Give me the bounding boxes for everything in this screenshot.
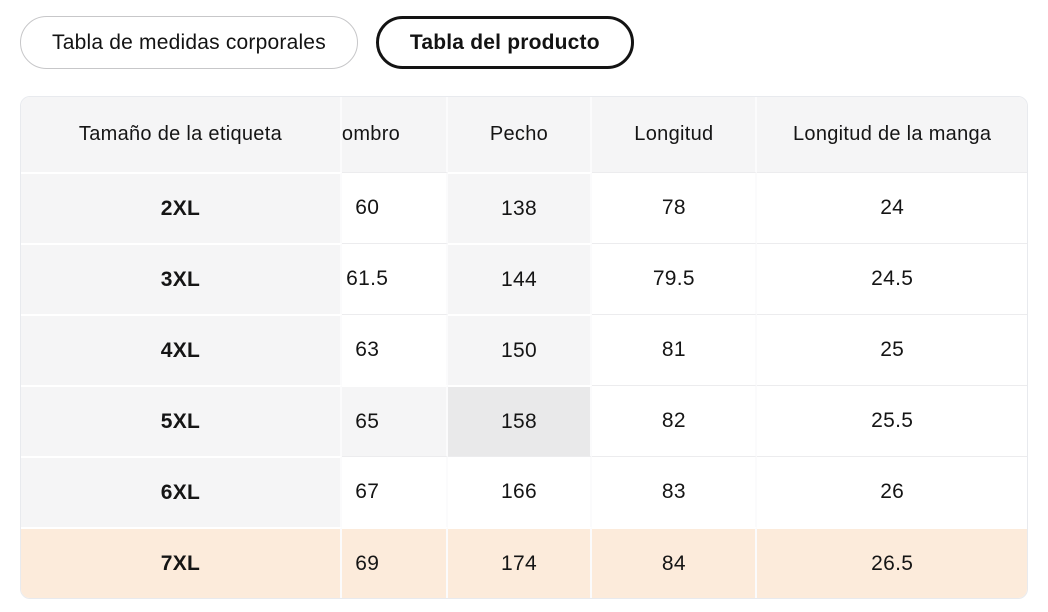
measurement-cell: 60 xyxy=(341,172,448,243)
size-label-cell: 5XL xyxy=(21,385,342,456)
table-row-7xl: 7XL 69 174 84 26.5 xyxy=(21,527,1027,598)
header-row: Tamaño de la etiqueta ombro Pecho Longit… xyxy=(21,97,1027,172)
size-table-body: 2XL 60 138 78 24 3XL 61.5 144 79.5 24.5 4XL 63 150 81… xyxy=(21,172,1027,598)
measurement-cell: 24 xyxy=(757,172,1027,243)
table-row-3xl: 3XL 61.5 144 79.5 24.5 xyxy=(21,243,1027,314)
column-header-hombro-clipped: ombro xyxy=(341,97,448,172)
measurement-cell: 25 xyxy=(757,314,1027,385)
table-row-4xl: 4XL 63 150 81 25 xyxy=(21,314,1027,385)
size-label-cell: 3XL xyxy=(21,243,342,314)
size-table-header: Tamaño de la etiqueta ombro Pecho Longit… xyxy=(21,97,1027,172)
measurement-cell: 79.5 xyxy=(592,243,758,314)
tab-tabla-medidas-corporales[interactable]: Tabla de medidas corporales xyxy=(20,16,358,69)
measurement-cell: 82 xyxy=(592,385,758,456)
size-label-cell: 4XL xyxy=(21,314,342,385)
measurement-cell: 78 xyxy=(592,172,758,243)
measurement-cell: 67 xyxy=(341,456,448,527)
measurement-cell: 158 xyxy=(447,385,593,456)
table-row-2xl: 2XL 60 138 78 24 xyxy=(21,172,1027,243)
product-size-table: Tamaño de la etiqueta ombro Pecho Longit… xyxy=(20,96,1028,599)
size-label-cell: 6XL xyxy=(21,456,342,527)
size-label-cell: 2XL xyxy=(21,172,342,243)
column-header-longitud: Longitud xyxy=(592,97,758,172)
size-chart-tabs: Tabla de medidas corporales Tabla del pr… xyxy=(20,16,1048,69)
measurement-cell: 69 xyxy=(341,527,448,598)
measurement-cell: 65 xyxy=(341,385,448,456)
measurement-cell: 138 xyxy=(447,172,593,243)
measurement-cell: 174 xyxy=(447,527,593,598)
measurement-cell: 63 xyxy=(341,314,448,385)
measurement-cell: 81 xyxy=(592,314,758,385)
measurement-cell: 25.5 xyxy=(757,385,1027,456)
measurement-cell: 26 xyxy=(757,456,1027,527)
measurement-cell: 24.5 xyxy=(757,243,1027,314)
measurement-cell: 26.5 xyxy=(757,527,1027,598)
tab-tabla-del-producto[interactable]: Tabla del producto xyxy=(375,16,634,69)
column-header-longitud-manga: Longitud de la manga xyxy=(757,97,1027,172)
measurement-cell: 84 xyxy=(592,527,758,598)
measurement-cell: 83 xyxy=(592,456,758,527)
column-header-pecho: Pecho xyxy=(447,97,593,172)
size-label-cell: 7XL xyxy=(21,527,342,598)
measurement-cell: 150 xyxy=(447,314,593,385)
table-row-5xl: 5XL 65 158 82 25.5 xyxy=(21,385,1027,456)
table-row-6xl: 6XL 67 166 83 26 xyxy=(21,456,1027,527)
size-table: Tamaño de la etiqueta ombro Pecho Longit… xyxy=(21,97,1027,598)
measurement-cell: 61.5 xyxy=(341,243,448,314)
measurement-cell: 166 xyxy=(447,456,593,527)
measurement-cell: 144 xyxy=(447,243,593,314)
column-header-tamano-etiqueta: Tamaño de la etiqueta xyxy=(21,97,342,172)
